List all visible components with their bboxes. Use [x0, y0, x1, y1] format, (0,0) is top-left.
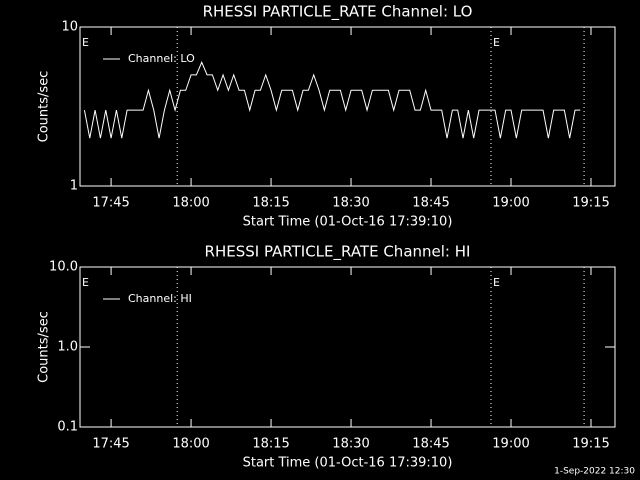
x-tick-label: 17:45	[92, 437, 129, 452]
annotation: E	[493, 36, 500, 49]
x-tick-label: 18:30	[332, 196, 369, 211]
plot-frame	[79, 26, 616, 187]
plot-frame	[79, 266, 616, 428]
x-tick-label: 19:00	[492, 437, 529, 452]
x-tick-label: 19:15	[572, 437, 609, 452]
x-tick-label: 17:45	[92, 196, 129, 211]
annotation: E	[493, 276, 500, 289]
x-axis-label: Start Time (01-Oct-16 17:39:10)	[243, 215, 453, 230]
x-axis-label: Start Time (01-Oct-16 17:39:10)	[243, 456, 453, 471]
x-tick-label: 18:30	[332, 437, 369, 452]
data-line	[83, 60, 581, 139]
x-tick-label: 18:45	[412, 196, 449, 211]
x-tick-label: 18:00	[172, 437, 209, 452]
y-tick-label: 1.0	[57, 340, 78, 355]
x-tick-label: 19:00	[492, 196, 529, 211]
legend-label: Channel: LO	[128, 52, 195, 65]
annotation: E	[82, 276, 89, 289]
legend-label: Channel: HI	[128, 292, 192, 305]
chart-title: RHESSI PARTICLE_RATE Channel: LO	[203, 3, 473, 22]
x-tick-label: 19:15	[572, 196, 609, 211]
y-axis-label: Counts/sec	[37, 311, 52, 383]
y-tick-label: 0.1	[57, 420, 78, 435]
y-tick-label: 1	[70, 179, 78, 194]
y-axis-label: Counts/sec	[37, 71, 52, 143]
annotation: E	[82, 36, 89, 49]
y-tick-label: 10.0	[49, 260, 78, 275]
x-tick-label: 18:15	[252, 437, 289, 452]
x-tick-label: 18:00	[172, 196, 209, 211]
y-tick-label: 10	[61, 20, 78, 35]
chart-title: RHESSI PARTICLE_RATE Channel: HI	[205, 243, 471, 262]
footer: 1-Sep-2022 12:30	[554, 467, 635, 477]
x-tick-label: 18:15	[252, 196, 289, 211]
x-tick-label: 18:45	[412, 437, 449, 452]
